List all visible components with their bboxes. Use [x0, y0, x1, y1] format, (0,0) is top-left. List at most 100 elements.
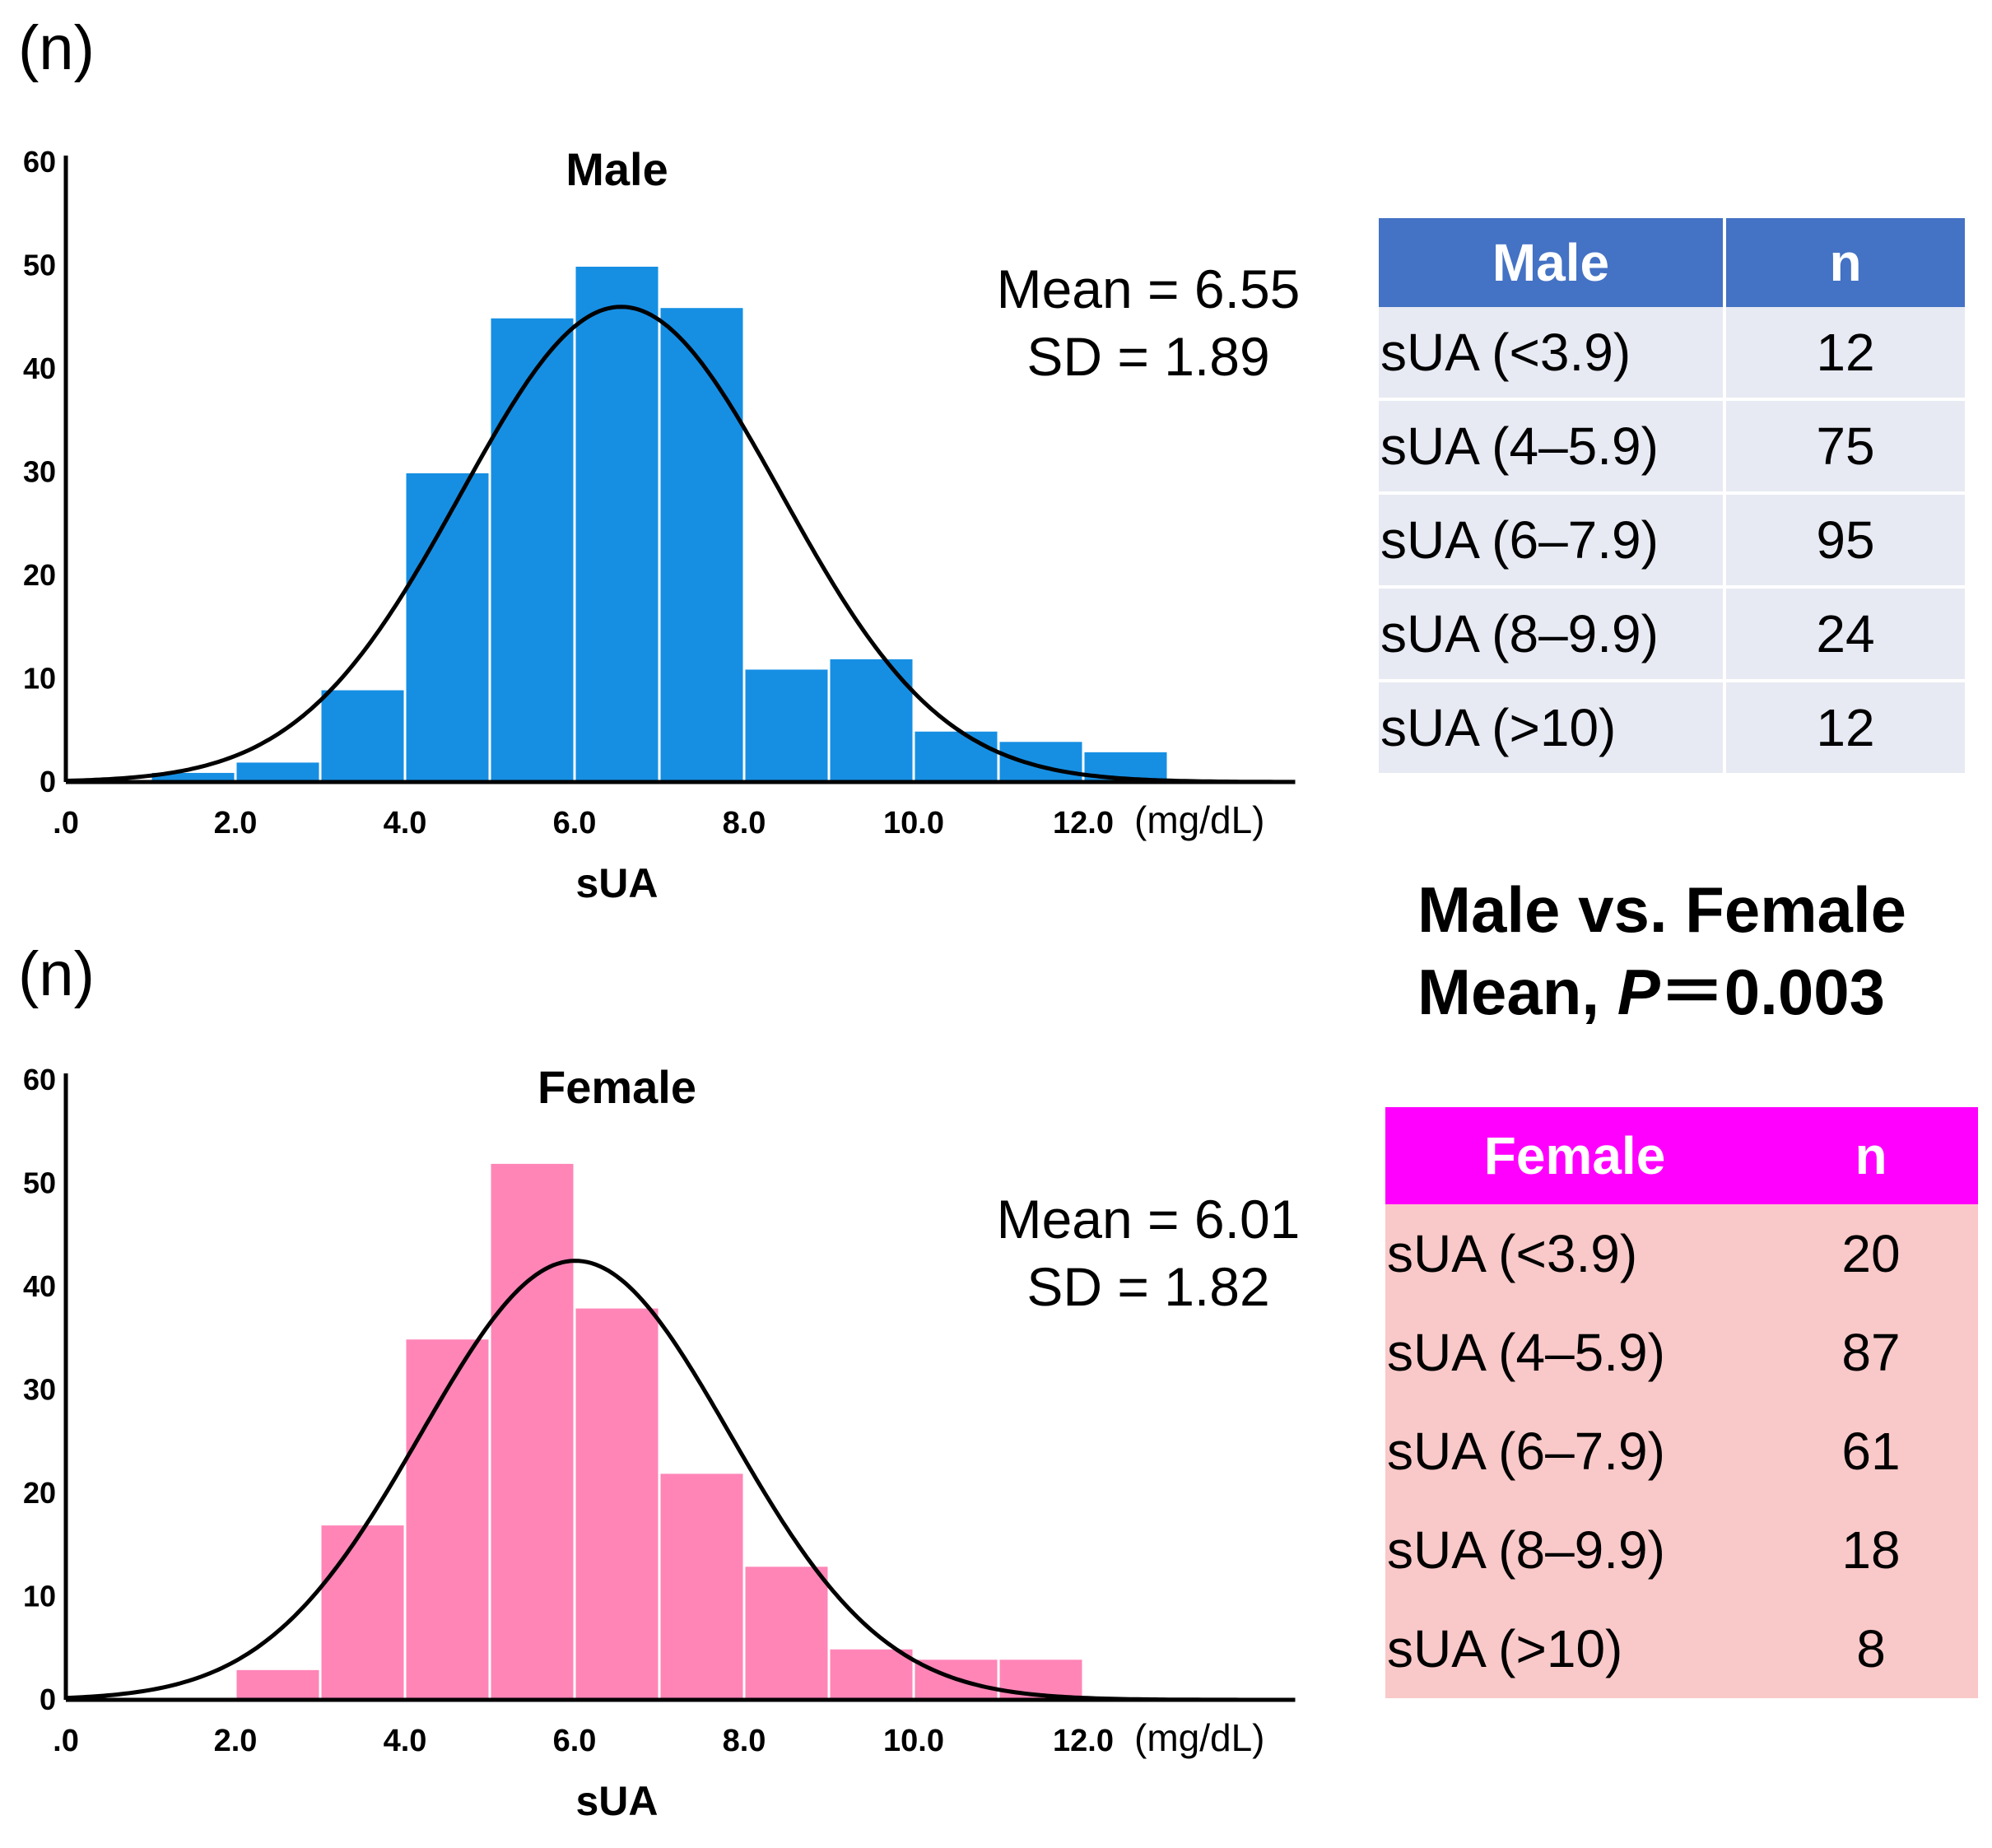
y-tick-label: 60	[23, 145, 56, 179]
p-value: ＝0.003	[1659, 956, 1885, 1028]
histogram-bar	[403, 471, 491, 784]
count-cell: 12	[1724, 307, 1965, 401]
histogram-bar	[488, 1161, 576, 1701]
category-cell: sUA (<3.9)	[1379, 307, 1726, 401]
table-row: sUA (8–9.9) 24	[1379, 587, 1965, 682]
chart-title: Female	[538, 1061, 696, 1113]
category-cell: sUA (>10)	[1385, 1599, 1764, 1698]
normal-curve-line	[65, 305, 1296, 784]
table-row: sUA (<3.9) 20	[1385, 1204, 1978, 1303]
histogram-bar	[658, 305, 746, 784]
table-row: sUA (4–5.9) 75	[1379, 399, 1965, 495]
x-tick-label: 10.0	[883, 806, 944, 840]
category-cell: sUA (4–5.9)	[1385, 1303, 1764, 1402]
histogram-bar	[742, 1564, 831, 1701]
x-tick-label: 2.0	[214, 1724, 258, 1758]
histogram-bar	[742, 667, 831, 784]
table-row: sUA (<3.9) 12	[1379, 307, 1965, 401]
comparison-line1: Male vs. Female	[1417, 873, 1906, 946]
category-cell: sUA (4–5.9)	[1379, 399, 1726, 495]
x-tick-label: 12.0	[1053, 806, 1114, 840]
count-cell: 75	[1724, 399, 1965, 495]
histogram-bar	[403, 1337, 491, 1701]
male-count-table: Male n sUA (<3.9) 12 sUA (4–5.9) 75 sUA (6…	[1379, 218, 1965, 776]
table-header-row: Male n	[1379, 218, 1965, 307]
y-tick-label: 50	[23, 1166, 56, 1200]
male-mean-text: Mean = 6.55	[996, 258, 1301, 319]
x-tick-label: 4.0	[384, 806, 427, 840]
y-unit-label: (n)	[18, 13, 95, 83]
y-tick-label: 30	[23, 1373, 56, 1407]
count-cell: 24	[1724, 587, 1965, 682]
table-row: sUA (>10) 12	[1379, 681, 1965, 776]
p-symbol: P	[1617, 956, 1660, 1028]
comparison-text: Male vs. Female Mean, P＝0.003	[1417, 868, 1906, 1033]
table-header-cell: Female	[1385, 1107, 1764, 1204]
table-row: sUA (8–9.9) 18	[1385, 1501, 1978, 1599]
y-tick-label: 20	[23, 1476, 56, 1510]
histogram-bar	[319, 687, 407, 784]
histogram-bar	[573, 264, 661, 784]
table-row: sUA (6–7.9) 95	[1379, 493, 1965, 589]
x-tick-label: .0	[53, 806, 79, 840]
y-tick-label: 50	[23, 249, 56, 282]
y-tick-label: 30	[23, 455, 56, 489]
y-tick-label: 40	[23, 1269, 56, 1303]
x-tick-label: 10.0	[883, 1724, 944, 1758]
table-row: sUA (6–7.9) 61	[1385, 1402, 1978, 1501]
y-tick-label: 10	[23, 662, 56, 696]
table-header-row: Female n	[1385, 1107, 1978, 1204]
histogram-bar	[234, 760, 322, 784]
histogram-bar	[658, 1471, 746, 1701]
x-axis-label: sUA	[575, 1778, 658, 1824]
x-tick-label: 8.0	[723, 806, 766, 840]
x-tick-label: 4.0	[384, 1724, 427, 1758]
category-cell: sUA (8–9.9)	[1379, 587, 1726, 682]
x-tick-label: 8.0	[723, 1724, 766, 1758]
count-cell: 12	[1724, 681, 1965, 776]
histogram-bar	[827, 1646, 915, 1701]
count-cell: 18	[1764, 1501, 1978, 1599]
count-cell: 8	[1764, 1599, 1978, 1698]
histogram-bar	[234, 1667, 322, 1701]
histogram-bar	[912, 728, 1000, 784]
category-cell: sUA (<3.9)	[1385, 1204, 1764, 1303]
x-tick-label: .0	[53, 1724, 79, 1758]
x-tick-label: 6.0	[553, 806, 597, 840]
male-stats: Mean = 6.55 SD = 1.89	[959, 255, 1338, 390]
count-cell: 61	[1764, 1402, 1978, 1501]
female-sd-text: SD = 1.82	[1026, 1256, 1270, 1317]
category-cell: sUA (>10)	[1379, 681, 1726, 776]
y-tick-label: 60	[23, 1063, 56, 1096]
histogram-bar	[319, 1523, 407, 1701]
y-tick-label: 0	[40, 765, 56, 798]
y-tick-label: 20	[23, 558, 56, 592]
chart-title: Male	[565, 143, 668, 195]
histogram-bar	[488, 315, 576, 784]
x-axis-label: sUA	[575, 860, 658, 906]
comparison-line2: Mean, P＝0.003	[1417, 951, 1906, 1033]
histogram-bar	[997, 739, 1085, 784]
category-cell: sUA (8–9.9)	[1385, 1501, 1764, 1599]
count-cell: 87	[1764, 1303, 1978, 1402]
male-histogram: 0 10 20 30 40 50 60 .0 2.0 4.0 6.0 8.0 10.0 12.0 (mg/d…	[23, 143, 1296, 906]
x-tick-label: 12.0	[1053, 1724, 1114, 1758]
female-histogram: 0 10 20 30 40 50 60 .0 2.0 4.0 6.0 8.0 10.0 12.0 (mg/d…	[23, 1061, 1296, 1824]
table-header-cell: Male	[1379, 218, 1726, 307]
y-tick-label: 40	[23, 351, 56, 385]
table-header-cell: n	[1764, 1107, 1978, 1204]
table-header-cell: n	[1724, 218, 1965, 307]
y-unit-label: (n)	[18, 939, 95, 1009]
x-tick-label: 2.0	[214, 806, 258, 840]
x-unit-label: (mg/dL)	[1134, 1716, 1264, 1759]
count-cell: 95	[1724, 493, 1965, 589]
category-cell: sUA (6–7.9)	[1379, 493, 1726, 589]
category-cell: sUA (6–7.9)	[1385, 1402, 1764, 1501]
male-sd-text: SD = 1.89	[1026, 326, 1270, 387]
y-tick-label: 10	[23, 1580, 56, 1613]
histogram-bar	[573, 1306, 661, 1701]
comparison-prefix: Mean,	[1417, 956, 1617, 1028]
female-count-table: Female n sUA (<3.9) 20 sUA (4–5.9) 87 sUA …	[1385, 1107, 1978, 1698]
y-tick-label: 0	[40, 1683, 56, 1716]
table-row: sUA (4–5.9) 87	[1385, 1303, 1978, 1402]
